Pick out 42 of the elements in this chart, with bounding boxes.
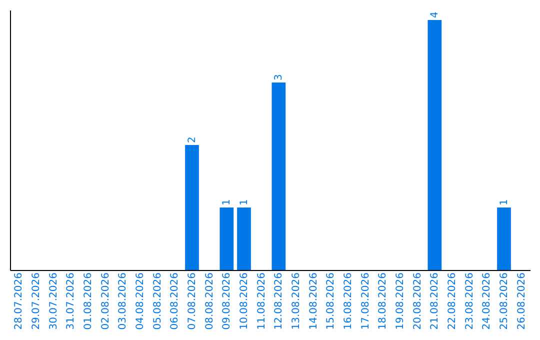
x-tick-label: 21.08.2026 (430, 272, 441, 330)
data-label: 1 (222, 199, 233, 206)
x-tick-label: 28.07.2026 (14, 272, 25, 330)
x-tick-label: 15.08.2026 (326, 272, 337, 330)
x-tick-label: 23.08.2026 (464, 272, 476, 330)
x-tick-label: 08.08.2026 (204, 272, 216, 330)
x-tick-label: 17.08.2026 (360, 272, 372, 330)
x-tick-label: 20.08.2026 (412, 272, 424, 330)
x-tick-label: 04.08.2026 (135, 272, 146, 330)
x-tick-label: 31.07.2026 (66, 272, 77, 330)
bar (497, 208, 511, 270)
bar (272, 82, 286, 270)
x-tick-label: 14.08.2026 (308, 272, 320, 330)
x-tick-label: 11.08.2026 (256, 272, 268, 330)
x-tick-label: 01.08.2026 (83, 272, 94, 330)
x-tick-label: 16.08.2026 (343, 272, 354, 330)
x-tick-label: 07.08.2026 (187, 272, 198, 330)
x-tick-label: 24.08.2026 (482, 272, 493, 330)
x-tick-label: 29.07.2026 (31, 272, 42, 330)
data-label: 3 (274, 74, 285, 80)
x-tick-label: 25.08.2026 (499, 272, 510, 330)
data-label: 1 (499, 199, 510, 206)
x-tick-label: 30.07.2026 (48, 272, 60, 330)
x-tick-label: 12.08.2026 (274, 272, 285, 330)
x-tick-label: 22.08.2026 (447, 272, 458, 330)
x-tick-label: 09.08.2026 (222, 272, 233, 330)
data-label: 1 (239, 199, 250, 206)
x-tick-label: 03.08.2026 (118, 272, 129, 330)
bar (237, 208, 251, 270)
x-tick-label: 26.08.2026 (516, 272, 528, 330)
x-tick-label: 19.08.2026 (395, 272, 406, 330)
x-tick-label: 13.08.2026 (291, 272, 302, 330)
data-label: 2 (187, 136, 198, 143)
bar (428, 20, 442, 270)
x-tick-label: 06.08.2026 (170, 272, 181, 330)
x-tick-label: 05.08.2026 (152, 272, 164, 330)
x-tick-label: 10.08.2026 (239, 272, 250, 330)
x-tick-label: 02.08.2026 (100, 272, 112, 330)
data-label: 4 (430, 12, 441, 18)
x-tick-label: 18.08.2026 (378, 272, 389, 330)
bar (185, 145, 199, 270)
bar (220, 208, 234, 270)
